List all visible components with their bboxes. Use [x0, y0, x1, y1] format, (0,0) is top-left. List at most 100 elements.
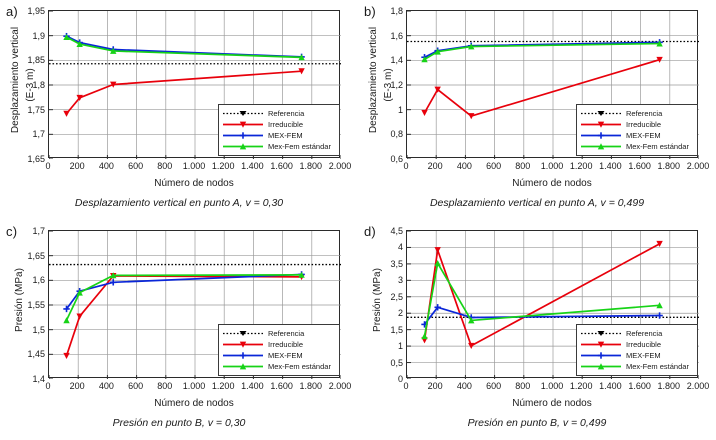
x-tick-label: 1.600: [628, 161, 651, 171]
panel-b: b) Desplazamiento vertical (E-3 m) 0,6 0,…: [358, 0, 716, 220]
x-tick-label: 1.600: [270, 381, 293, 391]
legend-swatch-icon: [223, 108, 263, 119]
plot-svg-a: [49, 11, 341, 159]
panel-letter-a: a): [6, 4, 18, 19]
legend-label: Referencia: [268, 329, 305, 338]
legend-swatch-icon: [581, 141, 621, 152]
panel-a: a) Desplazamiento vertical (E-3 m) 1,65 1…: [0, 0, 358, 220]
y-tick-label: 2: [397, 308, 403, 319]
x-tick-label: 1.000: [182, 161, 206, 171]
x-axis-label-a: Número de nodos: [154, 178, 234, 189]
y-tick-label: 1,75: [27, 104, 45, 115]
x-tick-label: 400: [456, 161, 472, 171]
legend-item: MEX-FEM: [223, 130, 334, 141]
legend-a: Referencia Irreducible MEX-FEM Mex-Fem está…: [218, 104, 340, 156]
x-tick-label: 600: [486, 381, 502, 391]
legend-item: MEX-FEM: [223, 350, 334, 361]
caption-b: Desplazamiento vertical en punto A, v = …: [429, 197, 645, 209]
y-tick-label: 0: [397, 374, 403, 384]
legend-item: Irreducible: [223, 339, 334, 350]
y-tick-label: 1,65: [27, 250, 45, 261]
y-tick-label: 1,45: [27, 349, 45, 360]
y-tick-labels-c: 1,4 1,45 1,5 1,55 1,6 1,65 1,7: [0, 220, 45, 384]
x-tick-label: 1.600: [270, 161, 293, 171]
legend-item: Mex-Fem estándar: [223, 361, 334, 372]
x-tick-label: 2.000: [686, 381, 710, 391]
y-tick-label: 4: [397, 242, 403, 253]
legend-swatch-icon: [223, 130, 263, 141]
legend-label: Mex-Fem estándar: [268, 362, 331, 371]
legend-swatch-icon: [223, 350, 263, 361]
y-tick-label: 1,5: [390, 324, 403, 335]
x-tick-label: 1.800: [657, 161, 681, 171]
x-tick-label: 400: [98, 381, 114, 391]
y-tick-label: 1,2: [390, 80, 403, 90]
x-tick-label: 600: [486, 161, 502, 171]
x-tick-label: 400: [456, 381, 472, 391]
caption-c: Presión en punto B, v = 0,30: [112, 417, 246, 429]
legend-d: Referencia Irreducible MEX-FEM Mex-Fem está…: [576, 324, 698, 376]
legend-item: MEX-FEM: [581, 350, 692, 361]
x-tick-label: 1.000: [540, 161, 564, 171]
y-tick-label: 1,55: [27, 300, 45, 310]
x-tick-label: 800: [515, 161, 531, 171]
x-tick-label: 0: [403, 161, 409, 171]
x-axis-label-d: Número de nodos: [512, 398, 592, 409]
x-axis-label-c: Número de nodos: [154, 398, 234, 409]
x-tick-label: 800: [157, 381, 173, 391]
x-tick-label: 800: [157, 161, 173, 171]
x-tick-label: 2.000: [328, 161, 352, 171]
plot-area-c: Referencia Irreducible MEX-FEM Mex-Fem está…: [48, 230, 341, 379]
x-tick-label: 1.200: [211, 381, 235, 391]
legend-item: MEX-FEM: [581, 130, 692, 141]
x-tick-label: 1.800: [299, 381, 323, 391]
y-tick-labels-b: 0,6 0,8 1 1,2 1,4 1,6 1,8: [358, 0, 403, 164]
x-tick-label: 600: [128, 161, 144, 171]
legend-label: Irreducible: [626, 120, 662, 129]
legend-item: Irreducible: [581, 119, 692, 130]
legend-item: Referencia: [223, 328, 334, 339]
y-tick-label: 0,8: [390, 129, 403, 140]
x-tick-label: 1.000: [540, 381, 564, 391]
y-tick-label: 1,85: [27, 55, 45, 66]
legend-swatch-icon: [581, 361, 621, 372]
y-tick-labels-d: 0 0,5 1 1,5 2 2,5 3 3,5 4 4,5: [358, 220, 403, 384]
plot-area-b: Referencia Irreducible MEX-FEM Mex-Fem está…: [406, 10, 699, 159]
legend-item: Referencia: [581, 108, 692, 119]
legend-label: Mex-Fem estándar: [268, 142, 331, 151]
x-tick-label: 1.400: [241, 161, 264, 171]
x-tick-label: 800: [515, 381, 531, 391]
y-tick-label: 1,65: [27, 154, 45, 164]
x-tick-label: 1.200: [211, 161, 235, 171]
x-tick-label: 1.200: [569, 161, 593, 171]
legend-swatch-icon: [581, 119, 621, 130]
legend-label: Mex-Fem estándar: [626, 142, 689, 151]
legend-swatch-icon: [581, 328, 621, 339]
y-tick-label: 0,5: [390, 357, 403, 368]
x-tick-label: 1.200: [569, 381, 593, 391]
x-tick-labels-d: 0 200 400 600 800 1.000 1.200 1.400 1.600 1.800 2.…: [358, 381, 716, 393]
y-tick-label: 3,5: [390, 258, 403, 269]
x-tick-label: 200: [69, 381, 85, 391]
y-tick-label: 1: [397, 104, 403, 115]
legend-swatch-icon: [581, 350, 621, 361]
y-tick-label: 4,5: [390, 226, 403, 236]
panel-letter-d: d): [364, 224, 376, 239]
y-tick-label: 1: [397, 341, 403, 352]
legend-item: Referencia: [223, 108, 334, 119]
y-tick-label: 0,6: [390, 154, 403, 164]
y-tick-label: 1,7: [32, 226, 45, 236]
legend-item: Mex-Fem estándar: [223, 141, 334, 152]
x-tick-label: 0: [45, 161, 51, 171]
y-tick-label: 1,8: [390, 6, 403, 16]
panel-d: d) Presión (MPa) 0 0,5 1 1,5 2 2,5 3 3,5 4 4,5 Re…: [358, 220, 716, 440]
y-tick-label: 3: [397, 275, 403, 286]
caption-d: Presión en punto B, v = 0,499: [467, 417, 607, 429]
panel-letter-c: c): [6, 224, 18, 239]
legend-swatch-icon: [223, 119, 263, 130]
x-tick-label: 1.400: [241, 381, 264, 391]
legend-label: Irreducible: [268, 340, 304, 349]
caption-a: Desplazamiento vertical en punto A, v = …: [74, 197, 284, 209]
plot-svg-b: [407, 11, 699, 159]
